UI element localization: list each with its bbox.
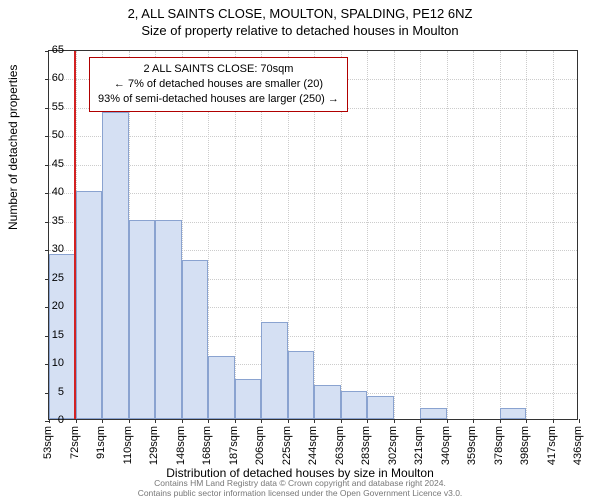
y-axis-label: Number of detached properties [6,65,20,230]
x-tick-label: 283sqm [360,426,372,465]
x-tick-mark [288,419,289,423]
x-tick-label: 302sqm [387,426,399,465]
footer-line1: Contains HM Land Registry data © Crown c… [0,478,600,488]
gridline-v [500,51,501,419]
gridline-v [367,51,368,419]
x-tick-label: 225sqm [281,426,293,465]
y-tick-label: 15 [34,329,64,341]
x-tick-label: 148sqm [175,426,187,465]
annotation-line3: 93% of semi-detached houses are larger (… [98,92,339,107]
chart-plot: 2 ALL SAINTS CLOSE: 70sqm ← 7% of detach… [48,50,578,420]
x-tick-mark [76,419,77,423]
x-tick-label: 168sqm [201,426,213,465]
gridline-v [526,51,527,419]
x-tick-mark [261,419,262,423]
x-tick-label: 244sqm [307,426,319,465]
histogram-bar [288,351,315,419]
x-tick-mark [129,419,130,423]
y-tick-label: 0 [34,414,64,426]
x-tick-label: 53sqm [42,426,54,459]
x-tick-label: 91sqm [95,426,107,459]
x-tick-mark [526,419,527,423]
histogram-bar [420,408,447,419]
y-tick-label: 45 [34,158,64,170]
histogram-bar [208,356,235,419]
gridline-v [447,51,448,419]
x-tick-mark [182,419,183,423]
histogram-bar [102,112,129,419]
histogram-bar [314,385,341,419]
reference-marker-line [74,51,76,419]
footer-credits: Contains HM Land Registry data © Crown c… [0,478,600,498]
x-tick-mark [447,419,448,423]
x-tick-mark [367,419,368,423]
y-tick-label: 30 [34,243,64,255]
x-tick-label: 129sqm [148,426,160,465]
histogram-bar [155,220,182,419]
histogram-bar [261,322,288,419]
gridline-v [473,51,474,419]
x-tick-label: 340sqm [440,426,452,465]
chart-title-line1: 2, ALL SAINTS CLOSE, MOULTON, SPALDING, … [0,6,600,21]
x-tick-mark [155,419,156,423]
annotation-line2: ← 7% of detached houses are smaller (20) [98,77,339,92]
x-tick-label: 187sqm [228,426,240,465]
histogram-bar [367,396,394,419]
x-tick-label: 263sqm [334,426,346,465]
x-tick-mark [341,419,342,423]
x-tick-label: 417sqm [546,426,558,465]
x-tick-mark [102,419,103,423]
y-tick-label: 50 [34,129,64,141]
x-tick-label: 359sqm [466,426,478,465]
y-tick-label: 5 [34,386,64,398]
x-tick-label: 398sqm [519,426,531,465]
gridline-v [394,51,395,419]
x-tick-mark [235,419,236,423]
x-tick-label: 206sqm [254,426,266,465]
gridline-v [420,51,421,419]
chart-area: 2 ALL SAINTS CLOSE: 70sqm ← 7% of detach… [48,50,578,420]
chart-title-block: 2, ALL SAINTS CLOSE, MOULTON, SPALDING, … [0,0,600,38]
histogram-bar [129,220,156,419]
y-tick-label: 65 [34,44,64,56]
gridline-v [553,51,554,419]
y-tick-label: 25 [34,272,64,284]
x-tick-mark [579,419,580,423]
histogram-bar [76,191,103,419]
histogram-bar [182,260,209,419]
x-tick-mark [473,419,474,423]
x-tick-mark [314,419,315,423]
histogram-bar [341,391,368,419]
annotation-line1: 2 ALL SAINTS CLOSE: 70sqm [98,62,339,77]
y-tick-label: 40 [34,186,64,198]
x-tick-mark [553,419,554,423]
x-tick-label: 72sqm [69,426,81,459]
x-tick-label: 378sqm [493,426,505,465]
y-tick-label: 60 [34,72,64,84]
annotation-box: 2 ALL SAINTS CLOSE: 70sqm ← 7% of detach… [89,57,348,112]
y-tick-label: 10 [34,357,64,369]
x-tick-mark [394,419,395,423]
histogram-bar [235,379,262,419]
chart-title-line2: Size of property relative to detached ho… [0,23,600,38]
x-tick-mark [500,419,501,423]
y-tick-label: 20 [34,300,64,312]
x-tick-mark [208,419,209,423]
x-tick-mark [420,419,421,423]
y-tick-label: 35 [34,215,64,227]
y-tick-label: 55 [34,101,64,113]
x-tick-label: 110sqm [122,426,134,464]
footer-line2: Contains public sector information licen… [0,488,600,498]
x-tick-label: 436sqm [572,426,584,465]
histogram-bar [500,408,527,419]
x-tick-label: 321sqm [413,426,425,465]
